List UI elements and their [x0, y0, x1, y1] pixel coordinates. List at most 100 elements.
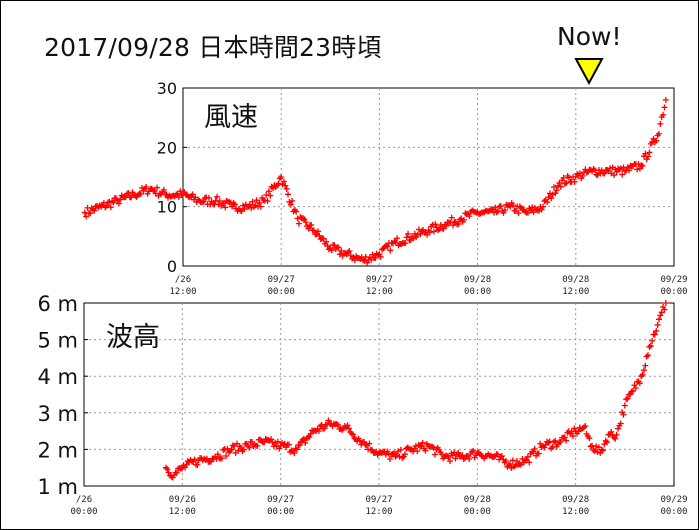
data-point	[556, 179, 563, 186]
data-point	[593, 443, 600, 450]
data-point	[177, 188, 184, 195]
data-point	[503, 458, 510, 465]
data-point	[218, 455, 225, 462]
data-point	[143, 183, 150, 190]
x-tick-time: 00:00	[268, 287, 295, 297]
data-point	[414, 448, 421, 455]
wind-plot-area	[182, 87, 675, 267]
data-point	[647, 342, 654, 349]
data-point	[154, 184, 161, 191]
data-point	[246, 201, 253, 208]
data-point	[282, 182, 289, 189]
y-tick-label: 3 m	[38, 402, 79, 426]
data-point	[200, 198, 207, 205]
data-point	[524, 453, 531, 460]
data-point	[636, 380, 643, 387]
x-tick-time: 00:00	[464, 287, 491, 297]
page-title: 2017/09/28 日本時間23時頃	[44, 33, 382, 62]
data-point	[569, 433, 576, 440]
data-point	[545, 194, 552, 201]
data-point	[323, 238, 330, 245]
data-point	[571, 178, 578, 185]
data-point	[281, 440, 288, 447]
y-tick-label: 0	[167, 257, 177, 276]
data-point	[125, 190, 132, 197]
data-point	[440, 225, 447, 232]
x-tick-time: 12:00	[169, 507, 196, 517]
data-point	[510, 202, 517, 209]
data-point	[405, 230, 412, 237]
data-point	[191, 456, 198, 463]
data-point	[249, 198, 256, 205]
x-tick-date: 09/28	[562, 275, 589, 285]
data-point	[658, 309, 665, 316]
data-point	[617, 165, 624, 172]
data-point	[662, 300, 669, 306]
x-tick-time: 00:00	[660, 507, 687, 517]
data-point	[248, 205, 255, 212]
data-point	[624, 395, 631, 402]
data-point	[455, 449, 462, 456]
data-point	[289, 197, 296, 204]
data-point	[325, 417, 332, 424]
data-point	[272, 439, 279, 446]
wave-height-label: 波高	[106, 322, 160, 353]
data-point	[459, 452, 466, 459]
data-point	[529, 204, 536, 211]
data-point	[557, 183, 564, 190]
data-point	[223, 453, 230, 460]
data-point	[278, 174, 285, 180]
data-point	[345, 425, 352, 432]
x-tick-time: 00:00	[464, 507, 491, 517]
data-point	[642, 362, 649, 369]
y-tick-label: 5 m	[38, 329, 79, 353]
data-point	[384, 243, 391, 250]
data-point	[280, 178, 287, 185]
data-point	[646, 149, 653, 156]
data-point	[87, 210, 94, 217]
data-point	[625, 167, 632, 174]
data-point	[287, 201, 294, 208]
data-point	[661, 306, 668, 313]
data-point	[392, 239, 399, 246]
data-point	[387, 247, 394, 254]
x-tick-date: 09/26	[169, 495, 196, 505]
x-tick-date: 09/29	[660, 495, 687, 505]
x-tick-date: 09/27	[365, 495, 392, 505]
data-point	[302, 439, 309, 446]
data-point	[568, 428, 575, 435]
data-point	[654, 321, 661, 328]
x-tick-date: 09/27	[268, 275, 295, 285]
data-point	[382, 451, 389, 458]
x-tick-date: 09/27	[267, 495, 294, 505]
data-point	[635, 161, 642, 168]
data-point	[137, 191, 144, 198]
data-point	[189, 191, 196, 198]
data-point	[501, 207, 508, 214]
data-point	[285, 191, 292, 198]
data-point	[295, 220, 302, 227]
data-point	[498, 452, 505, 459]
data-point	[315, 228, 322, 235]
data-point	[394, 235, 401, 242]
data-point	[305, 225, 312, 232]
y-tick-label: 20	[157, 138, 177, 157]
x-tick-date: 09/28	[562, 495, 589, 505]
data-point	[612, 435, 619, 442]
y-tick-label: 6 m	[38, 292, 79, 316]
data-point	[344, 422, 351, 429]
data-point	[240, 202, 247, 209]
data-point	[240, 446, 247, 453]
data-point	[546, 190, 553, 197]
data-point	[448, 214, 455, 221]
data-point	[655, 316, 662, 323]
y-tick-label: 10	[157, 198, 177, 217]
data-point	[560, 174, 567, 181]
wave-height-chart: 1 m 2 m 3 m 4 m 5 m 6 m /26 00:00 09/26 12:00 09/…	[38, 292, 688, 517]
data-point	[372, 254, 379, 261]
data-point	[582, 423, 589, 430]
data-point	[661, 104, 668, 111]
data-point	[549, 191, 556, 198]
data-point	[460, 216, 467, 223]
data-point	[620, 411, 627, 418]
